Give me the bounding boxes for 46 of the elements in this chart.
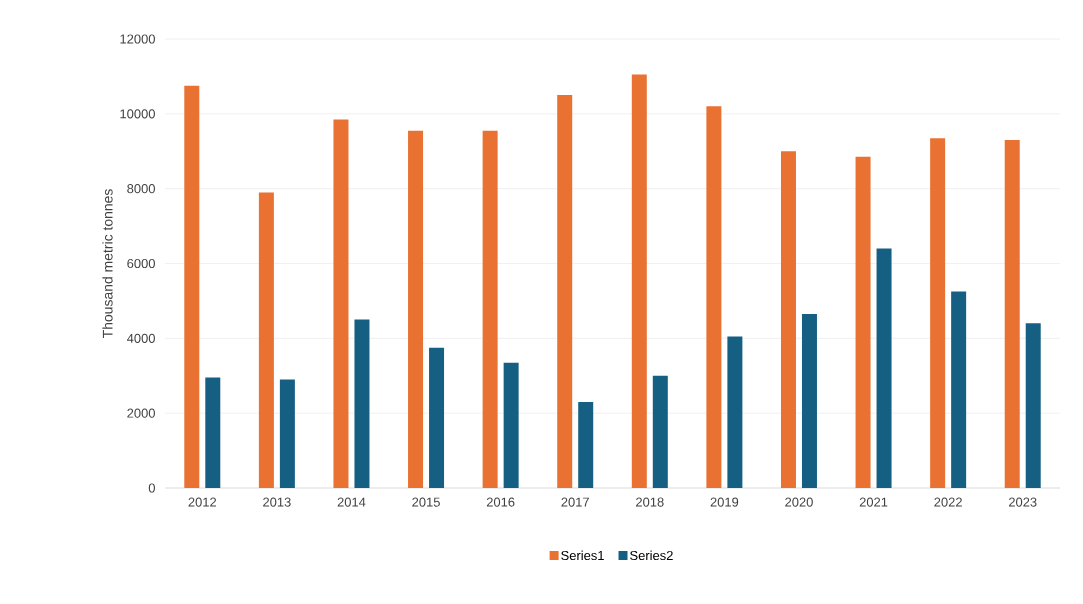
bar [631,74,647,488]
y-tick-label: 6000 [127,258,155,269]
y-axis-title: Thousand metric tonnes [102,189,113,338]
bar [429,347,445,488]
bar [354,319,370,488]
y-tick-label: 4000 [126,333,155,343]
bar [1004,140,1020,488]
y-tick-label: 0 [148,483,155,493]
bar [801,314,817,488]
bar [876,248,892,488]
x-tick-label: 2012 [188,497,217,507]
x-tick-label: 2016 [486,497,515,507]
bar [652,375,668,488]
x-tick-label: 2020 [785,497,813,507]
bar [482,130,498,488]
bar [1025,323,1041,488]
bar [930,138,946,488]
x-tick-label: 2017 [561,497,589,507]
bar [855,156,871,488]
x-tick-label: 2015 [412,497,440,507]
bar [279,379,295,488]
bar [408,130,424,488]
bar [727,336,743,488]
x-tick-label: 2014 [337,497,366,507]
bar [184,85,200,488]
legend-label: Series2 [630,550,673,561]
x-tick-label: 2021 [859,497,888,507]
y-tick-label: 2000 [127,408,155,418]
x-tick-label: 2013 [263,497,291,507]
bar [503,362,519,488]
y-tick-label: 8000 [127,184,155,194]
bar [557,95,573,488]
bar [205,377,221,488]
y-tick-label: 10000 [120,109,155,119]
bar [258,192,274,488]
x-tick-label: 2018 [636,497,664,507]
legend-label: Series1 [561,550,604,561]
bar [333,119,349,488]
bar [578,401,594,488]
x-tick-label: 2023 [1008,497,1037,507]
bar [706,106,722,488]
x-tick-label: 2022 [934,497,962,507]
x-tick-label: 2019 [710,497,739,507]
bar [951,291,967,488]
y-tick-label: 12000 [120,34,155,44]
bar [780,151,796,488]
